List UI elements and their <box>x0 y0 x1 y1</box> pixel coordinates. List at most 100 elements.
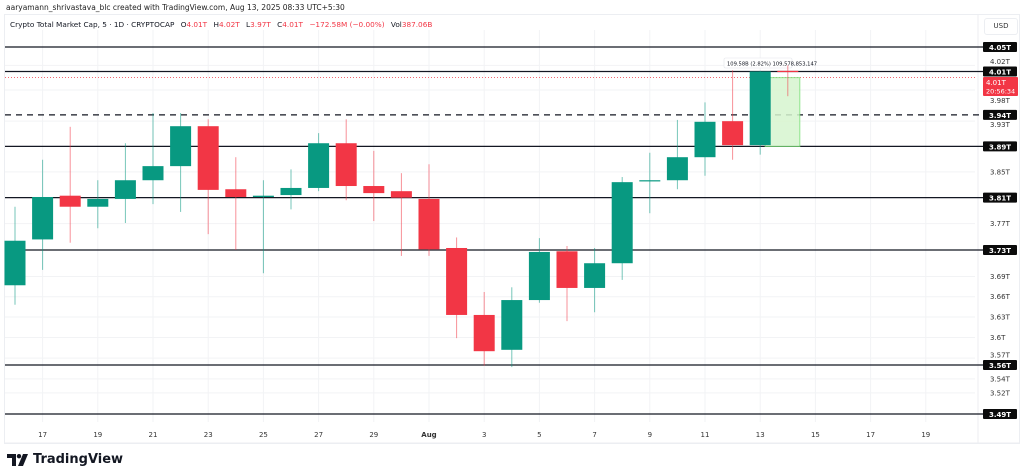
high-value: 4.02T <box>218 20 240 29</box>
candle-body <box>170 126 192 167</box>
tradingview-logo[interactable]: TradingView <box>7 452 123 467</box>
date-tick-label: 27 <box>314 431 323 439</box>
price-tick-label: 3.93T <box>990 121 1011 129</box>
candle <box>4 206 26 305</box>
candle-body <box>749 71 771 146</box>
price-tick-label: 3.6T <box>990 334 1006 342</box>
candle <box>114 143 136 224</box>
candle <box>308 133 330 192</box>
date-tick-label: Aug <box>421 431 436 439</box>
candle-body <box>446 247 468 315</box>
candle-body <box>639 180 661 182</box>
candle <box>584 247 606 313</box>
date-tick-label: 9 <box>648 431 652 439</box>
current-price-tag <box>983 76 1018 96</box>
volume-label: Vol <box>390 20 402 29</box>
candle <box>59 126 81 243</box>
price-tick-label: 3.66T <box>990 293 1011 301</box>
currency-button[interactable]: USD <box>984 18 1018 35</box>
candle <box>473 291 495 366</box>
level-price-label: 3.81T <box>989 195 1011 203</box>
level-price-label: 3.73T <box>989 247 1011 255</box>
price-tick-label: 3.63T <box>990 313 1011 321</box>
candle-body <box>694 121 716 158</box>
candle <box>611 177 633 280</box>
date-tick-label: 17 <box>38 431 47 439</box>
date-tick-label: 5 <box>537 431 541 439</box>
candle <box>252 180 274 274</box>
date-tick-label: 17 <box>866 431 875 439</box>
date-tick-label: 3 <box>482 431 486 439</box>
level-price-tag <box>983 66 1017 77</box>
candle <box>556 246 578 322</box>
candle-body <box>584 263 606 288</box>
candle-body <box>363 186 385 194</box>
candle-body <box>142 166 164 181</box>
price-axis: 4.02T 3.98T 3.93T 3.85T 3.77T 3.69T 3.66T 3.63T… <box>990 58 1011 397</box>
symbol-title[interactable]: Crypto Total Market Cap, 5 · 1D · CRYPTO… <box>10 20 175 29</box>
date-tick-label: 11 <box>701 431 710 439</box>
candle <box>197 119 219 235</box>
measure-label-box <box>723 57 793 69</box>
candle <box>501 287 523 368</box>
date-tick-label: 19 <box>93 431 102 439</box>
low-value: 3.97T <box>250 20 271 29</box>
close-label: C <box>277 20 283 29</box>
high-label: H <box>213 20 219 29</box>
candles <box>4 65 799 368</box>
candle-body <box>418 198 440 250</box>
candle <box>446 237 468 339</box>
chart-credit: aaryamann_shrivastava_blc created with T… <box>6 3 345 12</box>
date-tick-label: 29 <box>369 431 378 439</box>
candle-body <box>666 157 688 181</box>
change-value: −172.58M (−0.00%) <box>309 20 385 29</box>
volume-value: 387.06B <box>401 20 433 29</box>
candle <box>87 180 109 229</box>
candle <box>280 169 302 210</box>
open-label: O <box>180 20 187 29</box>
candle <box>32 159 54 270</box>
level-price-tag <box>983 360 1017 371</box>
date-tick-label: 15 <box>811 431 820 439</box>
candle <box>390 173 412 256</box>
level-price-tag <box>983 42 1017 52</box>
candle-body <box>473 314 495 352</box>
candle <box>170 113 192 212</box>
open-value: 4.01T <box>186 20 208 29</box>
candle <box>749 70 771 155</box>
level-price-label: 4.01T <box>989 68 1011 76</box>
level-price-label: 4.05T <box>989 44 1011 52</box>
candle <box>418 164 440 256</box>
level-price-tag <box>983 109 1017 120</box>
candle <box>722 70 744 160</box>
price-tick-label: 3.69T <box>990 273 1011 281</box>
ohlc-legend: Crypto Total Market Cap, 5 · 1D · CRYPTO… <box>10 20 432 29</box>
candle <box>225 157 247 250</box>
price-tick-label: 3.54T <box>990 375 1011 383</box>
date-tick-label: 21 <box>149 431 158 439</box>
grid <box>5 14 1019 444</box>
candle-body <box>197 126 219 190</box>
candle-body <box>87 198 109 207</box>
close-value: 4.01T <box>282 20 303 29</box>
candle <box>528 238 550 303</box>
price-tick-label: 4.02T <box>990 58 1011 66</box>
measure-label: 109.58B (2.82%) 109,578,853,147 <box>727 62 817 68</box>
candle-body <box>611 182 633 264</box>
candle-body <box>390 191 412 198</box>
candle-body <box>528 251 550 301</box>
candle-body <box>252 195 274 197</box>
price-tick-label: 3.85T <box>990 168 1011 176</box>
candle-body <box>225 189 247 197</box>
candle <box>639 152 661 214</box>
candle-body <box>32 196 54 240</box>
candle-body <box>556 251 578 288</box>
candle-body <box>308 143 330 188</box>
level-price-label: 3.49T <box>989 411 1011 419</box>
candle <box>335 119 357 201</box>
date-tick-label: 19 <box>921 431 930 439</box>
price-tick-label: 3.57T <box>990 352 1011 360</box>
price-tags: 4.05T 4.01T 3.94T 3.89T 3.81T 3.73T 3.56T 3.49T… <box>983 42 1018 419</box>
measure-box <box>764 77 801 147</box>
